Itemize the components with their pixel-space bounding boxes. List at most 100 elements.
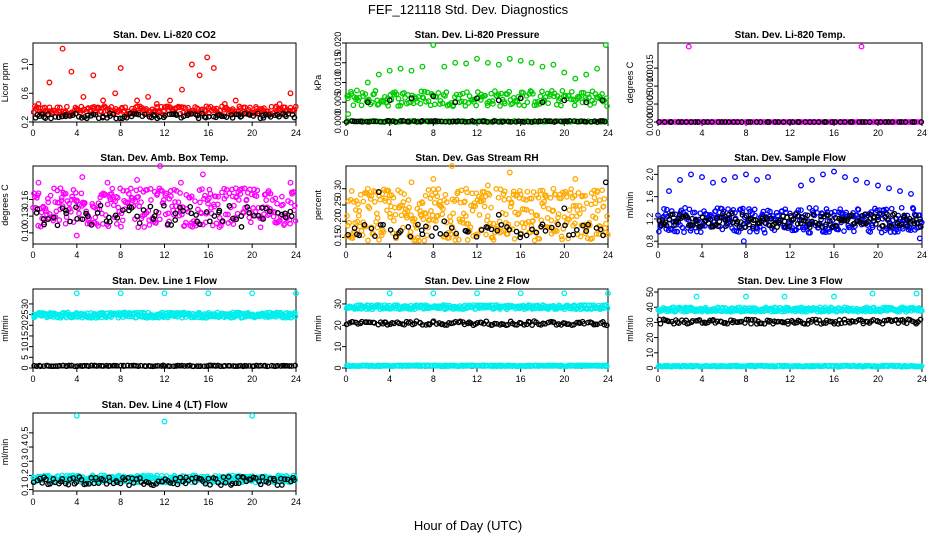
- panel-title: Stan. Dev. Line 4 (LT) Flow: [102, 400, 228, 411]
- data-point: [387, 214, 394, 220]
- data-point: [853, 176, 859, 183]
- data-point: [160, 197, 167, 203]
- data-point: [517, 191, 524, 198]
- data-point: [374, 210, 380, 217]
- data-point: [786, 223, 792, 230]
- data-point: [416, 237, 422, 244]
- data-point: [674, 228, 681, 235]
- data-point: [292, 218, 299, 224]
- panel-title: Stan. Dev. Li-820 CO2: [113, 30, 216, 41]
- data-point: [430, 176, 437, 182]
- data-point: [495, 61, 502, 68]
- data-point: [579, 99, 586, 106]
- data-point: [345, 222, 351, 229]
- data-point: [62, 190, 69, 197]
- data-point: [582, 193, 588, 199]
- data-point: [78, 115, 85, 121]
- x-tick-label: 12: [472, 250, 482, 260]
- data-point: [397, 65, 404, 72]
- data-point: [291, 114, 298, 121]
- data-point: [435, 90, 442, 96]
- data-point: [849, 119, 855, 125]
- data-point: [386, 97, 393, 104]
- data-point: [473, 102, 480, 109]
- data-point: [407, 233, 414, 240]
- data-point: [165, 210, 172, 217]
- data-point: [239, 186, 245, 192]
- data-point: [206, 218, 213, 225]
- data-point: [484, 118, 490, 125]
- data-point: [393, 91, 400, 98]
- data-point: [350, 102, 357, 109]
- data-point: [288, 199, 294, 206]
- data-point: [374, 224, 381, 231]
- data-point: [914, 219, 921, 226]
- x-tick-label: 0: [30, 128, 35, 138]
- data-point: [391, 91, 398, 98]
- data-point: [423, 98, 429, 105]
- data-point: [583, 228, 590, 234]
- data-point: [542, 228, 549, 234]
- data-point: [875, 216, 882, 223]
- data-point: [790, 216, 797, 223]
- y-axis-label: ml/min: [625, 315, 635, 342]
- data-point: [720, 210, 726, 217]
- data-point: [84, 213, 91, 220]
- data-point: [502, 100, 508, 107]
- data-point: [270, 213, 277, 220]
- data-point: [278, 211, 285, 218]
- data-point: [528, 119, 535, 125]
- data-point: [520, 89, 526, 96]
- data-point: [104, 179, 111, 186]
- data-point: [789, 119, 796, 125]
- data-point: [79, 174, 86, 181]
- data-point: [257, 224, 264, 231]
- y-tick-label: 1.2: [645, 213, 655, 226]
- x-tick-label: 8: [118, 250, 123, 260]
- data-point: [537, 93, 544, 100]
- data-point: [351, 118, 358, 125]
- data-point: [203, 209, 210, 215]
- data-point: [401, 191, 408, 197]
- panel-title: Stan. Dev. Gas Stream RH: [415, 153, 538, 164]
- x-tick-label: 4: [387, 128, 392, 138]
- data-point: [575, 190, 582, 196]
- data-point: [67, 218, 73, 225]
- data-point: [569, 213, 575, 220]
- data-point: [390, 217, 397, 224]
- data-point: [490, 220, 497, 227]
- data-point: [572, 220, 578, 227]
- data-point: [891, 210, 898, 217]
- data-point: [152, 363, 159, 369]
- data-point: [725, 206, 731, 212]
- plot-frame: [345, 288, 609, 369]
- data-point: [453, 230, 460, 237]
- data-point: [693, 218, 700, 224]
- data-point: [686, 206, 693, 213]
- data-point: [747, 119, 754, 125]
- data-point: [583, 99, 590, 106]
- data-point: [395, 95, 402, 102]
- data-point: [274, 362, 281, 369]
- data-point: [746, 221, 752, 228]
- data-point: [893, 215, 900, 222]
- y-tick-label: 0.015: [333, 51, 343, 74]
- y-tick-label: 0.5: [20, 427, 30, 440]
- data-point: [175, 199, 182, 206]
- x-tick-label: 24: [917, 128, 927, 138]
- data-point: [403, 214, 410, 221]
- x-tick-label: 0: [30, 374, 35, 384]
- data-point: [223, 193, 229, 199]
- data-point: [136, 220, 143, 226]
- data-point: [782, 206, 789, 213]
- data-point: [501, 188, 508, 195]
- x-tick-label: 20: [247, 374, 257, 384]
- data-point: [568, 88, 575, 95]
- data-point: [818, 213, 824, 220]
- data-point: [366, 205, 373, 211]
- data-point: [478, 227, 485, 233]
- data-point: [743, 171, 749, 178]
- data-point: [506, 226, 513, 233]
- data-point: [462, 102, 469, 109]
- data-point: [344, 213, 350, 219]
